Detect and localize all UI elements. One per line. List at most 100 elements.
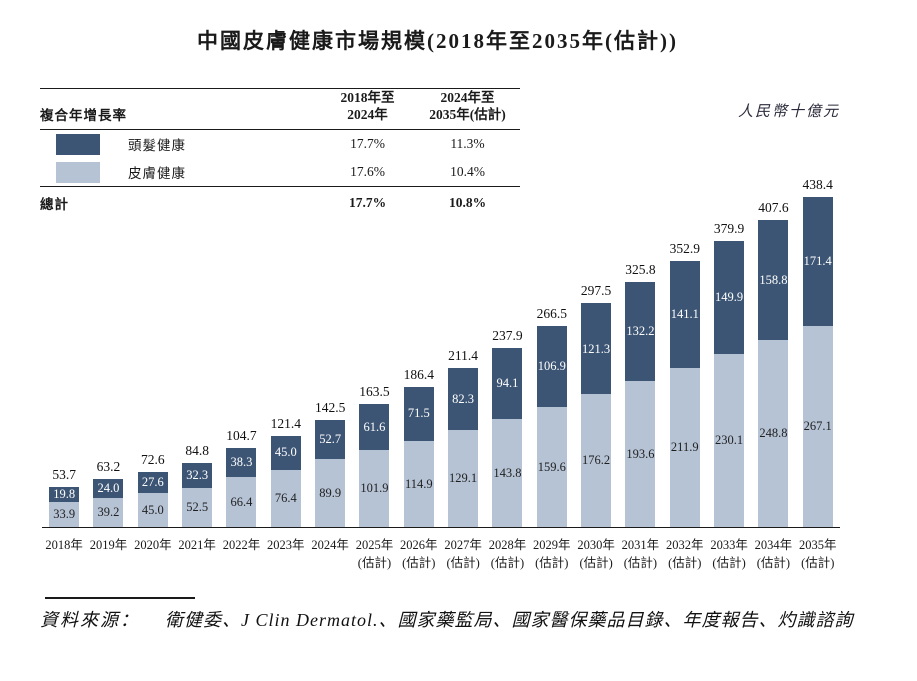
x-tick-label-2026年: 2026年 (估計) xyxy=(400,538,438,570)
x-tick-label-2023年: 2023年 xyxy=(267,538,305,552)
unit-label: 人民幣十億元 xyxy=(737,104,840,120)
bar-segment-hair-health: 19.8 xyxy=(49,486,80,502)
stacked-bar: 52.7 89.9 xyxy=(315,419,346,527)
source-rule xyxy=(45,597,195,599)
bar-segment-skin-health: 211.9 xyxy=(669,367,700,527)
total-cagr-2024-2035: 10.8% xyxy=(448,195,487,211)
bar-column-2035年: 438.4 171.4 267.1 xyxy=(796,177,840,527)
bar-segment-hair-health: 132.2 xyxy=(625,281,656,382)
bar-segment-hair-health: 82.3 xyxy=(448,367,479,430)
bar-segment-skin-health: 230.1 xyxy=(714,353,745,527)
bar-total-label: 407.6 xyxy=(758,200,789,216)
stacked-bar: 158.8 248.8 xyxy=(758,220,789,527)
skin-health-swatch xyxy=(56,161,100,183)
plot-area: 53.7 19.8 33.9 63.2 24.0 39.2 72.6 27.6 45.0 84.8… xyxy=(42,177,840,527)
bar-column-2034年: 407.6 158.8 248.8 xyxy=(751,200,795,527)
source-note: 資料來源： 衛健委、J Clin Dermatol.、國家藥監局、國家醫保藥品目… xyxy=(40,603,888,638)
stacked-bar: 61.6 101.9 xyxy=(359,403,390,527)
bar-total-label: 211.4 xyxy=(448,347,479,363)
bar-segment-skin-health: 76.4 xyxy=(270,469,301,527)
bar-column-2019年: 63.2 24.0 39.2 xyxy=(86,459,130,527)
stacked-bar: 132.2 193.6 xyxy=(625,281,656,527)
bar-segment-hair-health: 141.1 xyxy=(669,261,700,368)
bar-total-label: 237.9 xyxy=(492,328,523,344)
stacked-bar: 141.1 211.9 xyxy=(669,261,700,527)
skin-cagr-2024-2035: 10.4% xyxy=(450,164,485,180)
stacked-bar: 149.9 230.1 xyxy=(714,241,745,527)
source-label: 資料來源： xyxy=(40,610,140,630)
bar-column-2023年: 121.4 45.0 76.4 xyxy=(264,416,308,527)
x-axis-labels: 2018年 2019年 2020年 2021年 2022年 2023年 2024年 2025年… xyxy=(42,528,840,572)
bar-total-label: 121.4 xyxy=(270,415,301,431)
table-total-rule xyxy=(40,186,520,187)
source-text: 衛健委、J Clin Dermatol.、國家藥監局、國家醫保藥品目錄、年度報告… xyxy=(165,610,854,630)
x-axis-line xyxy=(42,527,840,528)
table-top-rule xyxy=(40,88,520,89)
bar-total-label: 104.7 xyxy=(226,428,257,444)
stacked-bar: 94.1 143.8 xyxy=(492,348,523,527)
hair-cagr-2024-2035: 11.3% xyxy=(450,136,485,152)
x-tick-label-2031年: 2031年 (估計) xyxy=(621,538,660,570)
bar-segment-hair-health: 24.0 xyxy=(93,479,124,498)
bar-segment-hair-health: 45.0 xyxy=(270,435,301,470)
bar-column-2030年: 297.5 121.3 176.2 xyxy=(574,283,618,527)
x-tick-label-2033年: 2033年 (估計) xyxy=(710,538,748,570)
bar-segment-skin-health: 52.5 xyxy=(182,487,213,527)
bar-segment-hair-health: 149.9 xyxy=(714,241,745,354)
x-tick-label-2024年: 2024年 xyxy=(311,538,349,552)
bar-total-label: 352.9 xyxy=(669,241,700,257)
stacked-bar: 106.9 159.6 xyxy=(536,326,567,527)
skin-cagr-2018-2024: 17.6% xyxy=(350,164,385,180)
bar-segment-skin-health: 114.9 xyxy=(403,440,434,527)
cagr-table-header: 複合年增長率 2018年至 2024年 2024年至 2035年(估計) xyxy=(40,89,520,129)
bar-total-label: 297.5 xyxy=(580,283,612,299)
bar-column-2024年: 142.5 52.7 89.9 xyxy=(308,400,352,527)
stacked-bar: 45.0 76.4 xyxy=(270,435,301,527)
bar-column-2028年: 237.9 94.1 143.8 xyxy=(485,328,529,527)
bar-segment-skin-health: 248.8 xyxy=(758,339,789,527)
x-tick-label-2027年: 2027年 (估計) xyxy=(444,538,482,570)
x-tick-label-2032年: 2032年 (估計) xyxy=(666,538,704,570)
bar-total-label: 379.9 xyxy=(713,221,745,237)
x-tick-label-2018年: 2018年 xyxy=(45,538,83,552)
bar-column-2022年: 104.7 38.3 66.4 xyxy=(219,428,263,527)
bar-column-2026年: 186.4 71.5 114.9 xyxy=(397,367,441,527)
bar-total-label: 186.4 xyxy=(403,366,434,382)
bar-column-2032年: 352.9 141.1 211.9 xyxy=(663,241,707,527)
x-tick-label-2019年: 2019年 xyxy=(89,538,128,552)
cagr-header-col-2018-2024: 2018年至 2024年 xyxy=(340,89,395,123)
bar-segment-hair-health: 71.5 xyxy=(403,386,434,441)
stacked-bar: 24.0 39.2 xyxy=(93,479,124,527)
bar-column-2020年: 72.6 27.6 45.0 xyxy=(131,452,175,527)
total-row: 總計 17.7% 10.8% xyxy=(40,187,520,219)
x-tick-label-2025年: 2025年 (估計) xyxy=(355,538,394,570)
bar-column-2021年: 84.8 32.3 52.5 xyxy=(175,443,219,527)
stacked-bar: 32.3 52.5 xyxy=(182,463,213,527)
bar-segment-skin-health: 89.9 xyxy=(315,459,346,527)
cagr-table: 複合年增長率 2018年至 2024年 2024年至 2035年(估計) 頭髮健… xyxy=(40,88,520,219)
stacked-bar: 38.3 66.4 xyxy=(226,448,257,527)
bar-segment-hair-health: 94.1 xyxy=(492,348,523,419)
legend-row-hair-health: 頭髮健康 17.7% 11.3% xyxy=(40,130,520,158)
table-header-rule xyxy=(40,129,520,130)
legend-label: 頭髮健康 xyxy=(128,138,186,153)
bar-column-2033年: 379.9 149.9 230.1 xyxy=(707,221,751,527)
page-title: 中國皮膚健康市場規模(2018年至2035年(估計)) xyxy=(197,29,678,53)
bar-column-2025年: 163.5 61.6 101.9 xyxy=(352,384,396,527)
stacked-bar-chart: 53.7 19.8 33.9 63.2 24.0 39.2 72.6 27.6 45.0 84.8… xyxy=(42,177,840,572)
bar-segment-hair-health: 61.6 xyxy=(359,403,390,451)
stacked-bar: 71.5 114.9 xyxy=(403,386,434,527)
bar-segment-hair-health: 32.3 xyxy=(182,463,213,488)
x-tick-label-2020年: 2020年 xyxy=(134,538,172,552)
bar-total-label: 266.5 xyxy=(536,306,567,322)
bar-segment-skin-health: 267.1 xyxy=(802,325,833,527)
bar-total-label: 72.6 xyxy=(141,452,165,468)
stacked-bar: 82.3 129.1 xyxy=(448,367,479,527)
bar-total-label: 142.5 xyxy=(314,399,346,415)
x-tick-label-2029年: 2029年 (估計) xyxy=(533,538,571,570)
bar-total-label: 163.5 xyxy=(359,383,390,399)
legend-row-skin-health: 皮膚健康 17.6% 10.4% xyxy=(40,158,520,186)
bar-segment-skin-health: 129.1 xyxy=(448,429,479,527)
bar-segment-skin-health: 39.2 xyxy=(93,497,124,527)
bar-segment-skin-health: 176.2 xyxy=(581,394,612,527)
